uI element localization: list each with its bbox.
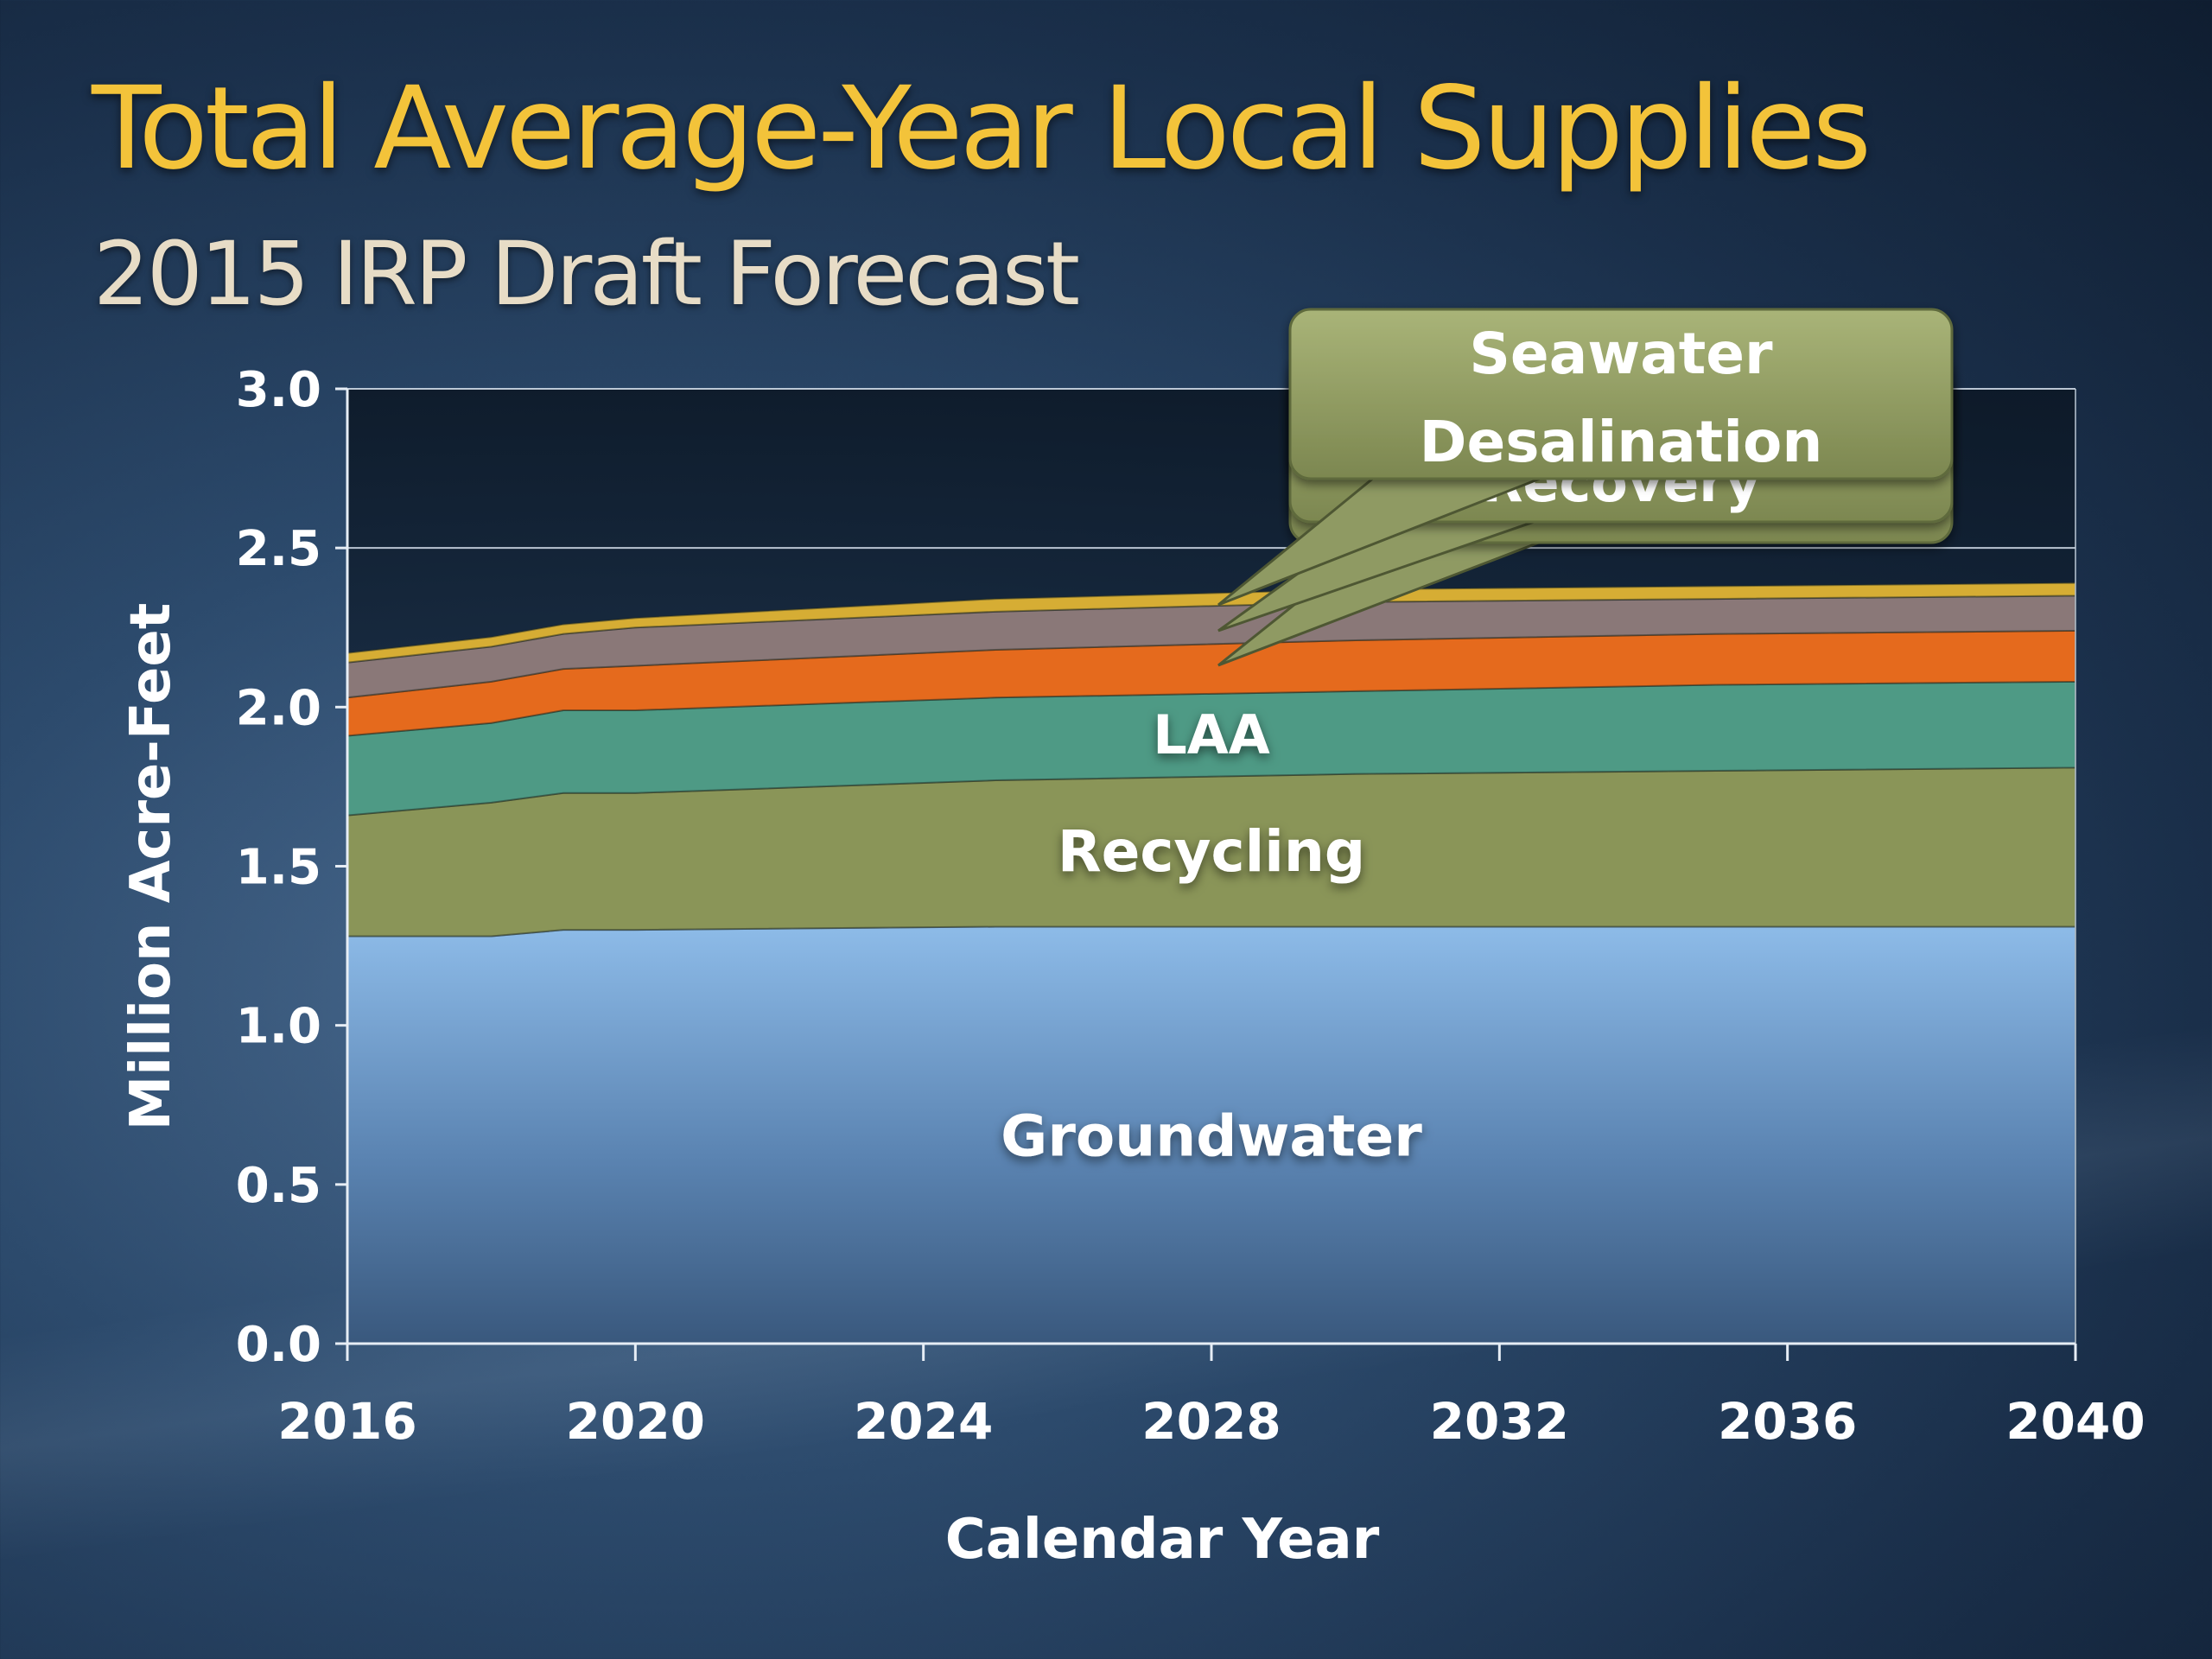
y-tick-label: 0.5 xyxy=(236,1158,321,1214)
x-tick-label: 2024 xyxy=(854,1392,993,1451)
y-tick-label: 0.0 xyxy=(236,1317,321,1373)
area-label-recycling: Recycling xyxy=(1058,818,1365,885)
y-tick-label: 1.5 xyxy=(236,840,321,896)
callout-label-line1: Seawater xyxy=(1469,321,1773,387)
x-tick-label: 2028 xyxy=(1141,1392,1281,1451)
x-tick-label: 2016 xyxy=(277,1392,416,1451)
x-tick-label: 2040 xyxy=(2005,1392,2145,1451)
y-axis-label: Million Acre-Feet xyxy=(119,603,183,1131)
area-label-groundwater: Groundwater xyxy=(1001,1103,1422,1170)
y-tick-label: 1.0 xyxy=(236,999,321,1055)
y-tick-label: 2.0 xyxy=(236,680,321,736)
callout-label-line2: Desalination xyxy=(1420,409,1823,475)
y-tick-label: 2.5 xyxy=(236,521,321,577)
slide-title: Total Average-Year Local Supplies xyxy=(92,62,1872,195)
x-tick-label: 2032 xyxy=(1430,1392,1569,1451)
x-tick-label: 2036 xyxy=(1718,1392,1857,1451)
y-tick-label: 3.0 xyxy=(236,362,321,418)
x-tick-label: 2020 xyxy=(566,1392,705,1451)
area-label-laa: LAA xyxy=(1153,703,1269,766)
slide-subtitle: 2015 IRP Draft Forecast xyxy=(93,223,1080,326)
callout-box-top xyxy=(1288,308,1954,480)
x-axis-label: Calendar Year xyxy=(945,1508,1380,1572)
